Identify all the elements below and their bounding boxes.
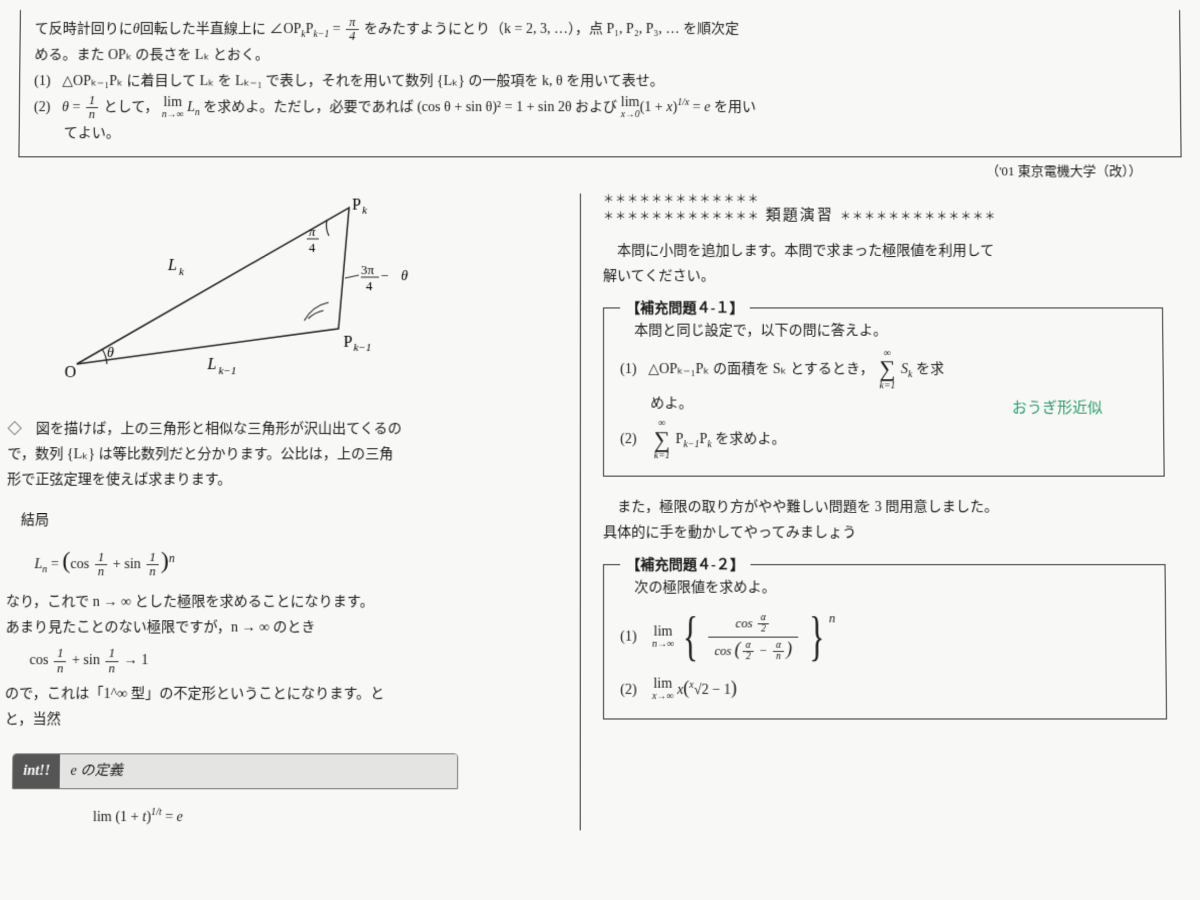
supplement-q2: (2) ∞∑k=1 Pk−1Pk を求めよ。 — [620, 419, 1147, 462]
svg-text:θ: θ — [401, 269, 408, 284]
svg-text:4: 4 — [366, 278, 373, 293]
section-divider: ＊＊＊＊＊＊＊＊＊＊＊＊＊＊＊＊＊＊＊＊＊＊＊＊＊＊類題演習＊＊＊＊＊＊＊＊＊＊… — [603, 193, 1162, 224]
supplement-line: 本問と同じ設定で，以下の問に答えよ。 — [620, 319, 1146, 344]
svg-text:O: O — [64, 364, 76, 381]
svg-text:4: 4 — [309, 240, 316, 255]
explanation-text: と，当然 — [4, 707, 559, 733]
svg-text:k−1: k−1 — [219, 365, 237, 377]
main-problem-box: て反時計回りにθ回転した半直線上に ∠OPkPk−1 = π4 をみたすようにと… — [18, 10, 1181, 158]
point-header: int!! e の定義 — [12, 753, 458, 789]
svg-text:π: π — [309, 224, 316, 239]
right-column: ＊＊＊＊＊＊＊＊＊＊＊＊＊＊＊＊＊＊＊＊＊＊＊＊＊＊類題演習＊＊＊＊＊＊＊＊＊＊… — [580, 193, 1168, 830]
svg-text:−: − — [381, 269, 389, 284]
intro-text: 解いてください。 — [603, 264, 1163, 289]
explanation-text: あまり見たことのない極限ですが，n → ∞ のとき — [5, 615, 559, 641]
left-column: O Pk Pk−1 Lk Lk−1 θ π 4 3π 4 − θ ◇ 図を描けば… — [12, 193, 580, 830]
intro-text: 本問に小問を追加します。本問で求まった極限値を利用して — [603, 239, 1163, 264]
svg-text:θ: θ — [107, 346, 114, 361]
explanation-text: ので，これは「1^∞ 型」の不定形ということになります。と — [5, 681, 560, 707]
explanation-text: 結局 — [7, 508, 560, 534]
supplement-line: 次の極限値を求めよ。 — [620, 576, 1148, 602]
svg-text:L: L — [206, 356, 216, 373]
explanation-text: ◇ 図を描けば，上の三角形と相似な三角形が沢山出てくるの で，数列 {Lₖ} は… — [7, 417, 560, 494]
problem-line: て反時計回りにθ回転した半直線上に ∠OPkPk−1 = π4 をみたすようにと… — [35, 16, 1166, 43]
svg-text:k: k — [362, 204, 368, 216]
svg-text:3π: 3π — [361, 262, 375, 277]
svg-text:k−1: k−1 — [353, 342, 371, 354]
svg-text:L: L — [167, 257, 177, 274]
handwritten-note: おうぎ形近似 — [1012, 396, 1103, 423]
formula: lim (1 + t)1/t = e — [93, 804, 560, 831]
problem-q2: (2)θ = 1n として， limn→∞ Ln を求めよ。ただし，必要であれば… — [34, 94, 1166, 122]
explanation-text: なり，これで n → ∞ とした極限を求めることになります。 — [6, 590, 560, 616]
svg-text:k: k — [179, 266, 185, 278]
supplement-q1: (1) limn→∞ { cos α2 cos (α2 − αn) }n — [620, 607, 1149, 664]
intro-text: また，極限の取り方がやや難しい問題を 3 問用意しました。 — [603, 495, 1165, 521]
supplement-box-2: 【補充問題４-２】 次の極限値を求めよ。 (1) limn→∞ { cos α2… — [603, 564, 1167, 719]
point-badge: int!! — [13, 754, 60, 788]
svg-text:P: P — [352, 197, 361, 213]
source-citation: （'01 東京電機大学（改）） — [18, 160, 1182, 184]
problem-q1: (1)△OPₖ₋₁Pₖ に着目して Lₖ を Lₖ₋₁ で表し，それを用いて数列… — [34, 69, 1166, 94]
point-title: e の定義 — [60, 754, 457, 788]
supplement-q1: (1)△OPₖ₋₁Pₖ の面積を Sₖ とするとき， ∞∑k=1 Sk を求 — [620, 348, 1147, 391]
supplement-q2: (2) limx→∞ x(x√2 − 1) — [620, 671, 1149, 704]
formula: cos 1n + sin 1n → 1 — [29, 647, 559, 675]
supplement-box-1: 【補充問題４-１】 本問と同じ設定で，以下の問に答えよ。 (1)△OPₖ₋₁Pₖ… — [603, 308, 1165, 477]
problem-line: める。また OPₖ の長さを Lₖ とおく。 — [34, 43, 1165, 68]
supplement-title: 【補充問題４-１】 — [620, 297, 749, 322]
problem-line: てよい。 — [64, 121, 1167, 146]
svg-text:P: P — [343, 334, 352, 351]
intro-text: 具体的に手を動かしてやってみましょう — [603, 520, 1165, 546]
triangle-diagram: O Pk Pk−1 Lk Lk−1 θ π 4 3π 4 − θ — [46, 197, 449, 389]
supplement-title: 【補充問題４-２】 — [620, 553, 750, 579]
formula: Ln = (cos 1n + sin 1n)n — [34, 539, 559, 583]
